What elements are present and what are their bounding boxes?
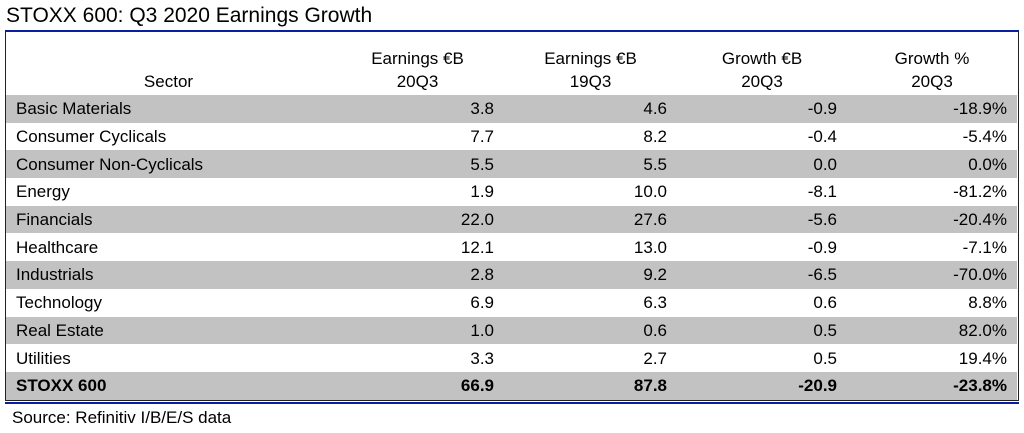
header-earnings-19q3: Earnings €B 19Q3 [544,49,637,91]
cell-growth-pct: -7.1% [962,237,1007,257]
cell-earnings-19q3: 5.5 [643,154,667,174]
cell-sector: Healthcare [16,237,99,257]
cell-earnings-20q3: 1.9 [470,182,494,202]
chart-title: STOXX 600: Q3 2020 Earnings Growth [6,4,373,27]
table-row: Energy 1.9 10.0 -8.1 -81.2% [6,178,1017,206]
cell-sector: Energy [16,182,70,202]
cell-earnings-20q3: 12.1 [460,237,494,257]
cell-earnings-20q3: 1.0 [470,320,494,340]
cell-growth-pct: -5.4% [962,127,1007,147]
cell-sector: Utilities [16,348,71,368]
cell-earnings-19q3: 9.2 [643,265,667,285]
cell-growth-pct: 8.8% [968,293,1007,313]
cell-earnings-19q3: 0.6 [643,320,667,340]
cell-growth-pct: -20.4% [953,210,1007,230]
cell-sector: Real Estate [16,320,104,340]
cell-earnings-20q3: 5.5 [470,154,494,174]
table-frame [5,32,1019,401]
cell-growth-eur: -0.9 [807,99,837,119]
cell-sector: Financials [16,210,93,230]
cell-earnings-19q3: 4.6 [643,99,667,119]
table-row: Consumer Cyclicals 7.7 8.2 -0.4 -5.4% [6,123,1017,151]
cell-growth-pct: -23.8% [953,376,1007,396]
cell-growth-eur: 0.6 [813,293,837,313]
cell-growth-eur: -20.9 [798,376,837,396]
cell-sector: Industrials [16,265,94,285]
cell-sector: Consumer Non-Cyclicals [16,154,204,174]
cell-earnings-19q3: 8.2 [643,127,667,147]
cell-growth-pct: -18.9% [953,99,1007,119]
footer-rule [5,402,1019,404]
cell-sector: Basic Materials [16,99,132,119]
header-growth-pct: Growth % 20Q3 [894,49,970,91]
cell-earnings-20q3: 7.7 [470,127,494,147]
cell-growth-eur: -0.4 [807,127,837,147]
cell-growth-pct: -81.2% [953,182,1007,202]
table-row: Financials 22.0 27.6 -5.6 -20.4% [6,205,1017,234]
cell-earnings-19q3: 10.0 [633,182,667,202]
cell-growth-pct: 82.0% [958,320,1007,340]
cell-growth-eur: -8.1 [807,182,837,202]
cell-sector: Technology [16,293,103,313]
cell-earnings-20q3: 66.9 [460,376,494,396]
table-row: Utilities 3.3 2.7 0.5 19.4% [6,344,1017,372]
table-row: Real Estate 1.0 0.6 0.5 82.0% [6,316,1017,345]
cell-growth-eur: 0.5 [813,348,837,368]
cell-growth-eur: 0.0 [813,154,837,174]
table-row: Healthcare 12.1 13.0 -0.9 -7.1% [6,233,1017,261]
table-row: Consumer Non-Cyclicals 5.5 5.5 0.0 0.0% [6,150,1017,179]
cell-earnings-20q3: 6.9 [470,293,494,313]
cell-growth-eur: -5.6 [807,210,837,230]
header-row: Sector Earnings €B 20Q3 Earnings €B 19Q3 G… [6,39,1017,95]
cell-earnings-20q3: 3.3 [470,348,494,368]
cell-earnings-19q3: 13.0 [633,237,667,257]
cell-growth-eur: -6.5 [807,265,837,285]
total-row: STOXX 600 66.9 87.8 -20.9 -23.8% [6,371,1017,400]
cell-growth-pct: 19.4% [958,348,1007,368]
header-growth-eur: Growth €B 20Q3 [721,49,803,91]
table-row: Industrials 2.8 9.2 -6.5 -70.0% [6,261,1017,289]
header-earnings-20q3: Earnings €B 20Q3 [371,49,464,91]
cell-growth-pct: -70.0% [953,265,1007,285]
cell-growth-eur: -0.9 [807,237,837,257]
table-row: Basic Materials 3.8 4.6 -0.9 -18.9% [6,95,1017,123]
cell-earnings-20q3: 2.8 [470,265,494,285]
table-row: Technology 6.9 6.3 0.6 8.8% [6,289,1017,317]
cell-growth-eur: 0.5 [813,320,837,340]
header-sector: Sector [143,72,194,91]
cell-earnings-19q3: 6.3 [643,293,667,313]
title-rule [5,30,1019,32]
source-note: Source: Refinitiv I/B/E/S data [12,408,232,427]
cell-earnings-19q3: 27.6 [633,210,667,230]
earnings-table: Sector Earnings €B 20Q3 Earnings €B 19Q3 G… [6,39,1017,400]
cell-earnings-19q3: 87.8 [633,376,667,396]
cell-earnings-20q3: 3.8 [470,99,494,119]
cell-sector: Consumer Cyclicals [16,127,167,147]
cell-sector: STOXX 600 [16,376,107,396]
cell-earnings-20q3: 22.0 [460,210,494,230]
cell-earnings-19q3: 2.7 [643,348,667,368]
cell-growth-pct: 0.0% [968,154,1007,174]
